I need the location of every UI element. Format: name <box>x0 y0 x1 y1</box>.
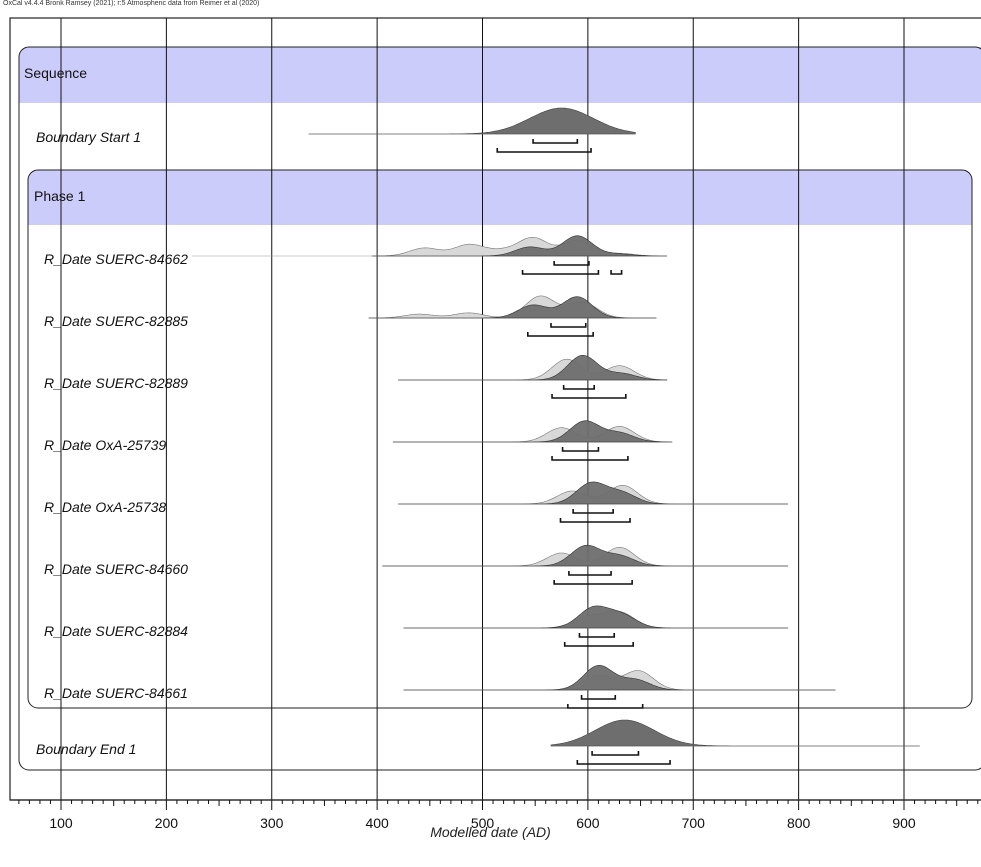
distributions <box>191 107 920 765</box>
date-row <box>398 481 789 523</box>
row-labels: Sequence Phase 1 Boundary Start 1 R_Date SU… <box>24 65 188 757</box>
posterior-distribution <box>392 420 673 443</box>
hpd95-bracket <box>610 270 623 275</box>
sequence-header-band <box>19 47 981 103</box>
date-row <box>368 295 657 337</box>
sequence-label: Sequence <box>24 65 87 81</box>
tick-label: 800 <box>787 815 811 831</box>
plot-frame <box>9 17 981 801</box>
date-label: R_Date SUERC-82884 <box>44 623 188 639</box>
posterior-distribution <box>371 235 667 257</box>
boundary-start-label: Boundary Start 1 <box>36 129 141 145</box>
hpd68-bracket <box>553 261 590 266</box>
hpd95-bracket <box>553 580 633 585</box>
posterior-distribution <box>403 605 789 629</box>
posterior-distribution <box>368 296 657 319</box>
date-label: R_Date SUERC-82889 <box>44 375 188 391</box>
group-frames <box>9 17 981 801</box>
tick-label: 200 <box>155 815 179 831</box>
hpd68-bracket <box>561 447 600 452</box>
x-axis: 100 200 300 400 500 600 700 800 900 <box>10 799 981 831</box>
hpd68-bracket <box>550 323 587 328</box>
hpd95-bracket <box>521 270 600 275</box>
date-label: R_Date SUERC-84660 <box>44 561 188 577</box>
hpd68-bracket <box>578 633 616 638</box>
posterior-distribution <box>382 544 789 567</box>
hpd95-bracket <box>551 394 627 399</box>
posterior-distribution <box>398 355 668 381</box>
tick-label: 700 <box>682 815 706 831</box>
date-row <box>398 355 668 399</box>
hpd95-bracket <box>527 332 594 337</box>
boundary-end-hpd95-bracket <box>576 760 671 765</box>
date-row <box>392 420 673 461</box>
tick-label: 400 <box>365 815 389 831</box>
date-label: R_Date SUERC-82885 <box>44 313 188 329</box>
hpd68-bracket <box>580 695 617 700</box>
sequence-frame <box>18 46 981 771</box>
date-label: R_Date SUERC-84662 <box>44 251 188 267</box>
hpd68-bracket <box>562 385 595 390</box>
hpd95-bracket <box>567 704 644 709</box>
boundary-end-distribution <box>550 719 920 765</box>
hpd95-bracket <box>563 642 634 647</box>
date-row <box>403 665 836 709</box>
tick-label: 300 <box>260 815 284 831</box>
tick-label: 600 <box>576 815 600 831</box>
hpd95-bracket <box>559 518 631 523</box>
date-label: R_Date SUERC-84661 <box>44 685 188 701</box>
hpd68-bracket <box>568 571 612 576</box>
hpd68-bracket <box>572 509 614 514</box>
posterior-distribution <box>403 665 836 691</box>
boundary-end-hpd68-bracket <box>591 751 640 756</box>
phase-header-band <box>28 170 972 225</box>
phase-frame <box>27 169 973 709</box>
boundary-start-distribution <box>308 107 636 153</box>
credit-line: OxCal v4.4.4 Bronk Ramsey (2021); r:5 At… <box>3 0 260 7</box>
boundary-start-hpd68-bracket <box>532 139 579 144</box>
posterior-distribution <box>398 481 789 505</box>
tick-label: 500 <box>471 815 495 831</box>
hpd95-bracket <box>551 456 629 461</box>
date-label: R_Date OxA-25738 <box>44 499 166 515</box>
date-label: R_Date OxA-25739 <box>44 437 166 453</box>
tick-label: 900 <box>892 815 916 831</box>
date-row <box>382 544 789 585</box>
date-row <box>403 605 789 647</box>
boundary-end-posterior <box>550 719 920 747</box>
date-row <box>191 235 667 275</box>
boundary-start-posterior <box>308 107 636 135</box>
x-axis-label: Modelled date (AD) <box>430 824 551 840</box>
tick-label: 100 <box>49 815 73 831</box>
boundary-end-label: Boundary End 1 <box>36 741 136 757</box>
grid-lines <box>60 18 905 800</box>
boundary-start-hpd95-bracket <box>496 148 592 153</box>
phase-label: Phase 1 <box>34 188 86 204</box>
